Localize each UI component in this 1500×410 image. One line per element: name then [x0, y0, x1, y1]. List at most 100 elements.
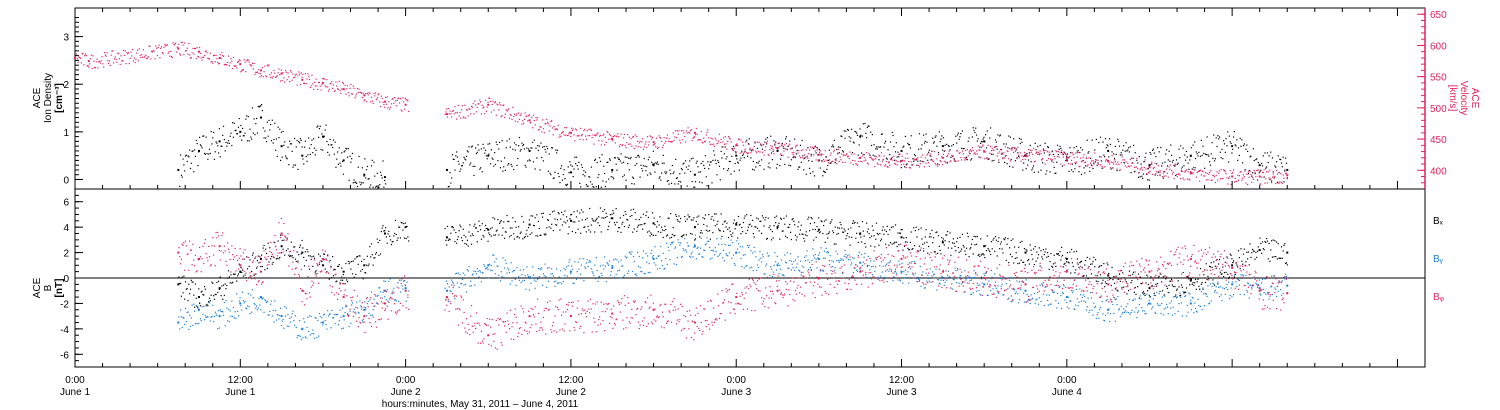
density-series-dot — [873, 144, 875, 146]
density-series-dot — [650, 173, 652, 175]
velocity-series-dot — [582, 139, 584, 141]
bx-series-dot — [523, 237, 526, 239]
bx-series-dot — [282, 248, 284, 250]
velocity-series-dot — [837, 148, 840, 151]
velocity-series-dot — [750, 152, 752, 154]
by-series-dot — [331, 309, 333, 312]
by-series-dot — [856, 270, 859, 273]
density-series-point — [652, 164, 655, 167]
velocity-series-dot — [804, 156, 807, 159]
density-series-dot — [1193, 166, 1195, 169]
bx-series-dot — [539, 234, 541, 236]
bx-series-dot — [334, 268, 336, 271]
density-series-dot — [862, 123, 864, 125]
velocity-series-dot — [920, 156, 922, 158]
density-series-dot — [1150, 153, 1152, 155]
density-series-dot — [974, 131, 976, 134]
bx-series-dot — [263, 244, 265, 247]
density-series-dot — [349, 155, 351, 157]
bx-series-dot — [718, 228, 720, 230]
velocity-series-dot — [135, 58, 137, 61]
by-series-dot — [656, 268, 659, 270]
density-series-dot — [1261, 162, 1263, 165]
density-series-dot — [1084, 172, 1086, 174]
velocity-series-dot — [94, 67, 97, 69]
by-series-dot — [459, 273, 461, 276]
bx-series-dot — [695, 220, 697, 223]
velocity-series-dot — [504, 113, 506, 115]
density-series-dot — [213, 158, 216, 160]
velocity-series-dot — [199, 52, 202, 54]
bx-series-dot — [901, 228, 903, 231]
by-series-point — [776, 264, 779, 267]
density-series-dot — [1122, 149, 1124, 151]
density-series-dot — [750, 157, 752, 159]
by-series-dot — [394, 299, 397, 301]
density-series-dot — [1016, 157, 1018, 159]
velocity-series-point — [1231, 175, 1234, 178]
density-series-dot — [570, 171, 573, 174]
bx-series-dot — [1041, 256, 1043, 258]
velocity-series-dot — [528, 114, 530, 116]
velocity-series-dot — [1008, 158, 1010, 160]
velocity-series-dot — [948, 150, 950, 152]
density-series-dot — [1032, 165, 1035, 167]
velocity-series-dot — [269, 74, 271, 76]
velocity-series-dot — [1039, 150, 1041, 152]
bx-series-dot — [761, 232, 763, 234]
velocity-series-dot — [703, 140, 706, 142]
by-series-dot — [308, 315, 311, 317]
velocity-series-dot — [1100, 156, 1102, 158]
bx-series-dot — [697, 223, 699, 225]
by-series-dot — [671, 242, 673, 244]
by-series-dot — [832, 261, 835, 263]
density-series-dot — [779, 165, 781, 167]
by-series-dot — [825, 247, 827, 249]
by-series-dot — [258, 297, 260, 299]
by-series-dot — [194, 310, 196, 312]
bx-series-dot — [1151, 285, 1154, 287]
velocity-series-dot — [1031, 149, 1033, 152]
velocity-series-dot — [980, 157, 982, 159]
velocity-series-dot — [847, 155, 850, 157]
bx-series-dot — [840, 224, 842, 226]
velocity-series-dot — [1066, 153, 1069, 155]
bx-series-dot — [976, 235, 978, 238]
by-series-dot — [864, 252, 866, 255]
bx-series-dot — [208, 300, 210, 303]
by-series-dot — [499, 277, 501, 279]
bx-series-dot — [985, 250, 988, 252]
velocity-series-dot — [139, 54, 141, 56]
velocity-series-dot — [1059, 152, 1061, 154]
by-series-dot — [794, 269, 796, 271]
velocity-series-dot — [113, 62, 115, 64]
bx-series-dot — [861, 241, 863, 243]
velocity-series-dot — [1040, 153, 1042, 155]
density-series-dot — [595, 186, 597, 188]
velocity-series-dot — [809, 146, 811, 148]
velocity-series-dot — [1187, 171, 1189, 173]
by-series-dot — [203, 319, 206, 321]
density-series-dot — [186, 160, 188, 163]
bx-series-dot — [294, 246, 296, 248]
bx-series-dot — [1257, 246, 1259, 248]
density-series-dot — [1027, 164, 1029, 166]
by-series-dot — [541, 267, 543, 269]
velocity-series-dot — [357, 91, 359, 93]
bx-series-dot — [644, 222, 646, 225]
bx-series-dot — [899, 232, 902, 234]
density-series-dot — [556, 149, 559, 152]
density-series-dot — [662, 154, 664, 156]
bx-series-dot — [670, 236, 673, 239]
velocity-series-dot — [472, 103, 474, 105]
density-series-dot — [456, 151, 458, 153]
by-series-dot — [390, 297, 392, 299]
density-series-dot — [839, 146, 841, 149]
bx-series-dot — [178, 276, 180, 278]
bx-series-dot — [527, 235, 529, 237]
density-series-dot — [185, 154, 187, 156]
velocity-series-dot — [1266, 182, 1269, 184]
velocity-series-dot — [885, 164, 887, 166]
velocity-series-dot — [1175, 163, 1177, 165]
bx-series-dot — [446, 225, 449, 228]
